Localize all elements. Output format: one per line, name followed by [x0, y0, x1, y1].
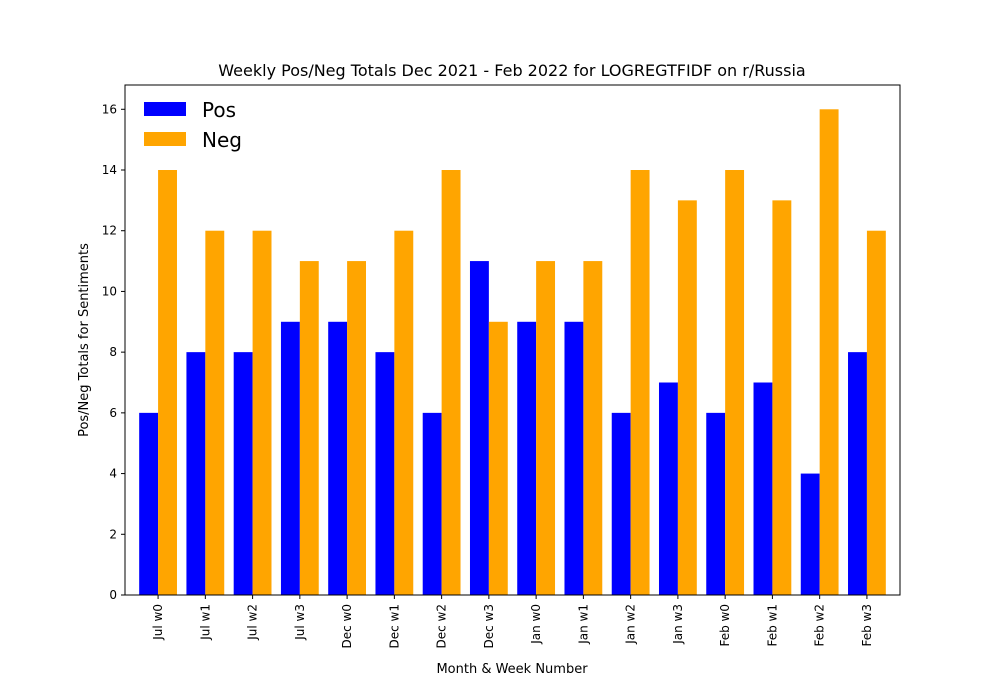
- x-tick-label: Jul w3: [293, 604, 307, 641]
- y-tick-label: 16: [102, 102, 117, 116]
- y-tick-label: 2: [109, 527, 117, 541]
- bar-neg-feb-w2: [819, 109, 839, 595]
- bar-neg-dec-w1: [394, 230, 414, 595]
- bar-pos-jul-w2: [233, 352, 253, 595]
- bar-pos-dec-w0: [328, 321, 348, 595]
- bar-neg-jan-w3: [677, 200, 697, 596]
- bar-neg-jan-w0: [536, 261, 556, 595]
- legend-swatch-pos: [144, 102, 186, 116]
- legend-label-neg: Neg: [202, 128, 242, 152]
- x-tick-label: Feb w1: [765, 604, 779, 647]
- x-tick-label: Dec w0: [340, 604, 354, 648]
- y-tick-label: 14: [102, 163, 117, 177]
- bar-neg-jan-w2: [630, 170, 650, 595]
- y-axis-label: Pos/Neg Totals for Sentiments: [77, 243, 92, 437]
- bar-neg-jul-w2: [252, 230, 272, 595]
- x-tick-label: Feb w0: [718, 604, 732, 647]
- bar-pos-feb-w3: [848, 352, 867, 595]
- bar-neg-dec-w2: [441, 170, 461, 595]
- bar-pos-dec-w1: [375, 352, 395, 595]
- bar-neg-jul-w0: [158, 170, 177, 595]
- bar-pos-jan-w0: [517, 321, 537, 595]
- plot-frame: [124, 84, 901, 596]
- bar-pos-feb-w0: [706, 412, 726, 595]
- legend-label-pos: Pos: [202, 98, 236, 122]
- y-tick-label: 4: [109, 467, 117, 481]
- bar-neg-jul-w1: [205, 230, 225, 595]
- plot-area: 0 2 4 6 8 10 12 14 16 Jul w0 Jul w1 Jul w2 Jul w3 Dec…: [102, 84, 901, 648]
- x-tick-label: Jan w3: [671, 604, 685, 645]
- bar-neg-jul-w3: [299, 261, 319, 595]
- y-tick-label: 8: [109, 345, 117, 359]
- bar-pos-jan-w2: [611, 412, 631, 595]
- x-tick-label: Feb w3: [860, 604, 874, 647]
- x-tick-label: Dec w3: [482, 604, 496, 648]
- x-tick-label: Jan w1: [576, 604, 590, 645]
- bar-pos-jul-w0: [139, 412, 159, 595]
- y-tick-label: 12: [102, 224, 117, 238]
- y-tick-label: 6: [109, 406, 117, 420]
- x-tick-label: Feb w2: [813, 604, 827, 647]
- bar-pos-dec-w2: [422, 412, 442, 595]
- bar-neg-feb-w3: [866, 230, 886, 595]
- bar-pos-jan-w1: [564, 321, 584, 595]
- bar-pos-jul-w1: [186, 352, 206, 595]
- y-tick-label: 10: [102, 284, 117, 298]
- legend-swatch-neg: [144, 132, 186, 146]
- x-tick-label: Jul w0: [151, 604, 165, 641]
- x-tick-label: Dec w1: [387, 604, 401, 648]
- x-tick-label: Jan w0: [529, 604, 543, 645]
- x-tick-label: Jul w2: [246, 604, 260, 641]
- bar-pos-feb-w1: [753, 382, 773, 595]
- x-tick-label: Jul w1: [198, 604, 212, 641]
- bar-neg-jan-w1: [583, 261, 603, 595]
- x-axis-label: Month & Week Number: [436, 662, 588, 677]
- x-tick-label: Jan w2: [624, 604, 638, 645]
- bar-pos-dec-w3: [469, 261, 489, 595]
- chart-title: Weekly Pos/Neg Totals Dec 2021 - Feb 202…: [218, 61, 805, 80]
- bar-neg-dec-w3: [488, 321, 508, 595]
- x-tick-label: Dec w2: [435, 604, 449, 648]
- bar-pos-jul-w3: [280, 321, 300, 595]
- bar-pos-jan-w3: [658, 382, 678, 595]
- y-tick-label: 0: [109, 588, 117, 602]
- legend: Pos Neg: [144, 98, 242, 152]
- bar-neg-dec-w0: [347, 261, 366, 595]
- bar-neg-feb-w0: [725, 170, 745, 595]
- bar-pos-feb-w2: [800, 473, 820, 595]
- bar-neg-feb-w1: [772, 200, 792, 596]
